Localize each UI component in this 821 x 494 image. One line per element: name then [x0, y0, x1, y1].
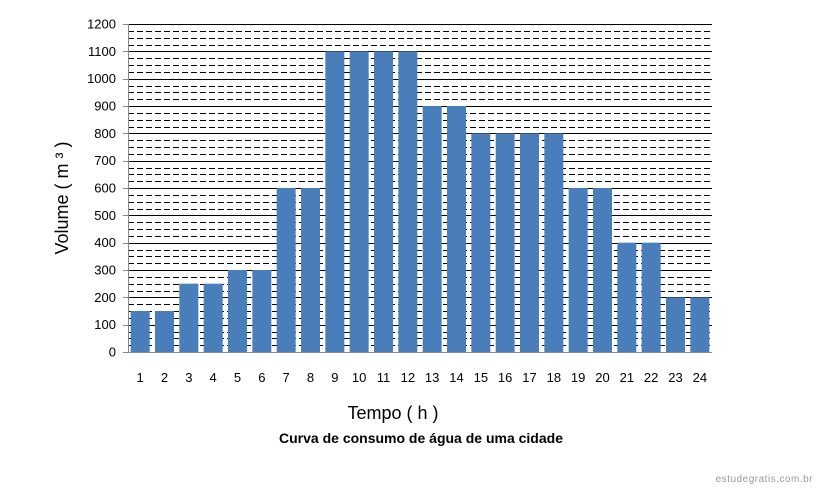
y-tick-label: 900	[94, 99, 116, 114]
x-tick-label: 8	[307, 370, 314, 385]
y-tick-label: 700	[94, 153, 116, 168]
x-tick-label: 16	[498, 370, 512, 385]
x-tick-label: 1	[137, 370, 144, 385]
y-tick-label: 200	[94, 290, 116, 305]
bar-9	[325, 51, 345, 352]
x-tick-label: 13	[425, 370, 439, 385]
bar-10	[349, 51, 369, 352]
bar-23	[666, 297, 685, 352]
x-tick-label: 23	[668, 370, 682, 385]
bar-19	[568, 188, 588, 352]
bar-20	[593, 188, 612, 352]
y-tick-label: 500	[94, 208, 116, 223]
x-tick-label: 3	[185, 370, 192, 385]
bar-6	[252, 270, 272, 352]
y-tick-label: 1000	[87, 71, 116, 86]
bar-13	[422, 106, 442, 352]
x-tick-label: 5	[234, 370, 241, 385]
x-tick-label: 20	[595, 370, 609, 385]
y-tick-label: 300	[94, 263, 116, 278]
x-tick-label: 6	[258, 370, 265, 385]
x-tick-label: 9	[331, 370, 338, 385]
chart-caption: Curva de consumo de água de uma cidade	[279, 430, 563, 446]
bar-22	[641, 242, 661, 352]
watermark: estudegratis.com.br	[715, 474, 813, 485]
bar-5	[228, 270, 247, 352]
bar-12	[398, 51, 418, 352]
bar-17	[520, 133, 539, 352]
bar-11	[374, 51, 393, 352]
bar-7	[276, 188, 296, 352]
x-tick-label: 24	[693, 370, 707, 385]
y-tick-label: 1100	[88, 44, 116, 59]
y-axis-label: Volume ( m ³ )	[52, 141, 72, 254]
x-tick-label: 21	[620, 370, 634, 385]
x-tick-label: 4	[210, 370, 217, 385]
y-tick-label: 0	[109, 345, 116, 360]
axes	[123, 24, 712, 353]
x-tick-label: 12	[401, 370, 415, 385]
y-tick-label: 400	[94, 235, 116, 250]
bar-8	[301, 188, 320, 352]
bar-2	[155, 311, 174, 352]
x-tick-label: 10	[352, 370, 366, 385]
x-axis-label: Tempo ( h )	[347, 403, 438, 423]
x-tick-label: 22	[644, 370, 658, 385]
x-tick-label: 18	[547, 370, 561, 385]
bar-15	[471, 133, 491, 352]
x-tick-label: 14	[449, 370, 463, 385]
bar-24	[690, 297, 710, 352]
y-tick-label: 100	[94, 317, 116, 332]
y-tick-label: 600	[94, 181, 116, 196]
bar-18	[544, 133, 564, 352]
x-tick-label: 11	[377, 370, 391, 385]
bar-4	[203, 283, 223, 352]
y-tick-label: 1200	[87, 17, 116, 32]
y-tick-labels: 0 100 200 300 400 500 600 700 800 900 1000 1100 1200	[87, 17, 116, 360]
x-tick-label: 7	[283, 370, 290, 385]
bar-1	[130, 311, 150, 352]
x-tick-label: 19	[571, 370, 585, 385]
x-tick-label: 2	[161, 370, 168, 385]
x-tick-label: 17	[522, 370, 536, 385]
bars	[130, 51, 710, 352]
x-tick-labels: 1 2 3 4 5 6 7 8 9 10 11 12 13 14 15 16 17 18 19 20 21 22 23 24	[137, 370, 708, 385]
bar-21	[617, 242, 637, 352]
y-tick-label: 800	[94, 126, 116, 141]
x-tick-label: 15	[474, 370, 488, 385]
bar-14	[447, 106, 466, 352]
bar-16	[495, 133, 515, 352]
bar-3	[179, 283, 199, 352]
